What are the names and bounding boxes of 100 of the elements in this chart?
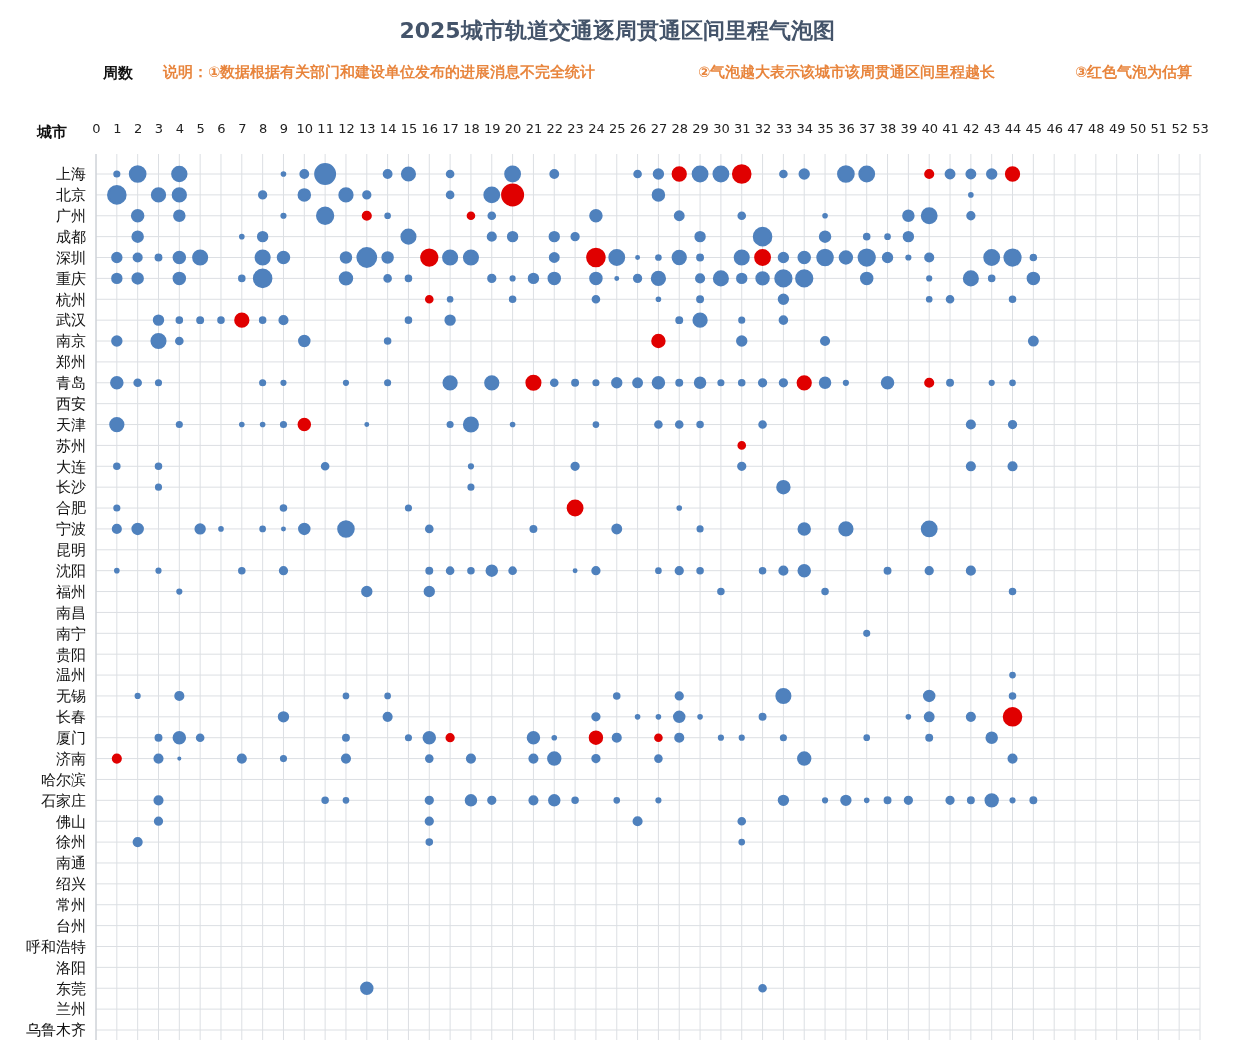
y-tick-label: 厦门 — [56, 729, 86, 748]
y-tick-label: 广州 — [56, 207, 86, 226]
y-tick-label: 无锡 — [56, 687, 86, 706]
x-tick-label: 48 — [1088, 121, 1105, 136]
x-tick-label: 30 — [713, 121, 730, 136]
x-tick-label: 39 — [900, 121, 918, 136]
x-tick-label: 20 — [504, 121, 522, 136]
y-tick-label: 兰州 — [56, 1000, 86, 1019]
y-tick-label: 石家庄 — [41, 791, 86, 810]
x-tick-label: 5 — [196, 121, 205, 136]
y-tick-label: 南京 — [56, 332, 86, 351]
y-tick-label: 南昌 — [56, 603, 86, 622]
y-tick-label: 台州 — [56, 916, 86, 935]
x-tick-label: 4 — [175, 121, 184, 136]
y-tick-label: 北京 — [56, 186, 86, 205]
y-axis-title: 城市 — [36, 123, 67, 141]
x-tick-label: 52 — [1171, 121, 1188, 136]
x-tick-label: 24 — [588, 121, 605, 136]
x-tick-label: 8 — [259, 121, 268, 136]
x-tick-label: 12 — [338, 121, 355, 136]
text: ③红色气泡为估算 — [1075, 64, 1193, 80]
y-tick-label: 长沙 — [56, 478, 86, 497]
y-tick-label: 乌鲁木齐 — [26, 1021, 86, 1040]
x-tick-label: 15 — [400, 121, 418, 136]
x-tick-label: 10 — [296, 121, 314, 136]
x-tick-label: 9 — [279, 121, 289, 136]
x-tick-label: 49 — [1108, 121, 1126, 136]
x-tick-label: 35 — [817, 121, 834, 136]
y-tick-label: 哈尔滨 — [41, 770, 86, 789]
y-tick-label: 温州 — [56, 666, 86, 685]
y-tick-label: 东莞 — [56, 979, 86, 998]
x-tick-label: 38 — [879, 121, 897, 136]
x-tick-label: 17 — [442, 121, 459, 136]
y-tick-label: 呼和浩特 — [26, 937, 86, 956]
y-tick-label: 成都 — [56, 227, 86, 246]
x-tick-label: 3 — [154, 121, 164, 136]
y-tick-label: 长春 — [56, 708, 86, 727]
x-tick-label: 36 — [838, 121, 855, 136]
x-tick-label: 6 — [217, 121, 226, 136]
x-tick-label: 40 — [921, 121, 938, 136]
y-tick-label: 郑州 — [56, 353, 86, 372]
y-tick-label: 青岛 — [56, 374, 86, 393]
x-tick-label: 46 — [1046, 121, 1063, 136]
y-tick-label: 佛山 — [56, 812, 86, 831]
x-tick-label: 50 — [1129, 121, 1147, 136]
y-tick-label: 上海 — [56, 165, 86, 184]
y-tick-label: 沈阳 — [56, 561, 86, 580]
x-tick-label: 28 — [671, 121, 689, 136]
y-tick-label: 常州 — [56, 896, 86, 915]
y-tick-label: 杭州 — [55, 290, 86, 309]
y-tick-label: 深圳 — [56, 248, 86, 267]
x-tick-label: 11 — [317, 121, 334, 136]
x-tick-label: 45 — [1025, 121, 1043, 136]
x-tick-label: 27 — [650, 121, 668, 136]
x-tick-label: 43 — [983, 121, 1001, 136]
x-tick-label: 32 — [754, 121, 772, 136]
y-tick-label: 宁波 — [56, 520, 86, 539]
x-tick-label: 2 — [134, 121, 143, 136]
x-tick-label: 31 — [733, 121, 751, 136]
x-tick-label: 21 — [525, 121, 543, 136]
x-tick-label: 37 — [858, 121, 876, 136]
x-tick-label: 29 — [692, 121, 709, 136]
y-tick-label: 天津 — [56, 415, 86, 434]
chart-title: 2025城市轨道交通逐周贯通区间里程气泡图 — [399, 18, 835, 43]
x-tick-label: 44 — [1004, 121, 1022, 136]
x-tick-label: 41 — [942, 121, 959, 136]
x-tick-label: 19 — [484, 121, 501, 136]
y-tick-label: 昆明 — [56, 541, 86, 560]
x-tick-label: 1 — [113, 121, 122, 136]
x-tick-label: 51 — [1150, 121, 1168, 136]
y-tick-label: 徐州 — [56, 833, 86, 852]
x-tick-label: 0 — [92, 121, 101, 136]
x-tick-label: 16 — [421, 121, 439, 136]
x-tick-label: 22 — [546, 121, 564, 136]
y-tick-label: 贵阳 — [56, 645, 86, 664]
y-tick-label: 重庆 — [56, 269, 86, 288]
x-tick-label: 26 — [629, 121, 647, 136]
x-tick-label: 42 — [963, 121, 980, 136]
x-axis-title: 周数 — [102, 64, 134, 82]
text: ②气泡越大表示该城市该周贯通区间里程越长 — [698, 63, 997, 80]
y-tick-label: 武汉 — [56, 311, 86, 330]
x-tick-label: 33 — [775, 121, 793, 136]
y-tick-label: 南宁 — [56, 624, 86, 643]
x-tick-label: 47 — [1067, 121, 1084, 136]
x-tick-label: 25 — [608, 121, 626, 136]
y-tick-label: 洛阳 — [56, 958, 86, 977]
x-tick-label: 23 — [567, 121, 584, 136]
y-tick-label: 西安 — [56, 394, 86, 413]
x-tick-label: 7 — [238, 121, 247, 136]
y-tick-label: 福州 — [56, 582, 86, 601]
text: 说明：①数据根据有关部门和建设单位发布的进展消息不完全统计 — [162, 63, 596, 80]
x-tick-label: 18 — [463, 121, 480, 136]
y-tick-label: 合肥 — [56, 499, 86, 518]
y-tick-label: 苏州 — [56, 436, 86, 455]
y-tick-label: 绍兴 — [56, 875, 86, 894]
x-tick-label: 53 — [1192, 121, 1209, 136]
y-tick-label: 济南 — [56, 749, 86, 768]
x-tick-label: 13 — [359, 121, 376, 136]
y-tick-label: 大连 — [56, 457, 86, 476]
x-tick-label: 34 — [796, 121, 813, 136]
